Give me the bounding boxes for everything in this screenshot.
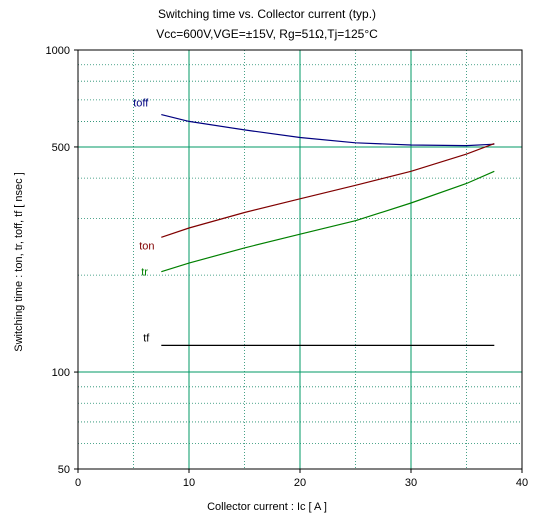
y-axis-label: Switching time : ton, tr, toff, tf [ nse… (13, 172, 25, 352)
y-tick-label: 100 (52, 367, 70, 379)
y-tick-label: 1000 (46, 45, 70, 57)
x-axis-label: Collector current : Ic [ A ] (207, 501, 327, 513)
x-tick-label: 0 (75, 477, 81, 489)
y-tick-label: 500 (52, 142, 70, 154)
series-label-toff: toff (133, 98, 149, 110)
y-tick-label: 50 (58, 464, 70, 476)
chart-title: Switching time vs. Collector current (ty… (157, 7, 377, 21)
series-label-ton: ton (139, 240, 154, 252)
x-tick-label: 20 (294, 477, 306, 489)
series-line-ton (161, 143, 495, 238)
series-label-tf: tf (143, 332, 150, 344)
x-tick-label: 40 (516, 477, 528, 489)
x-tick-label: 10 (183, 477, 195, 489)
series-line-tr (161, 170, 495, 273)
x-tick-label: 30 (405, 477, 417, 489)
series-line-toff (161, 114, 495, 147)
chart-subtitle: Vcc=600V,VGE=±15V, Rg=51Ω,Tj=125°C (156, 27, 378, 41)
series-label-tr: tr (141, 267, 148, 279)
